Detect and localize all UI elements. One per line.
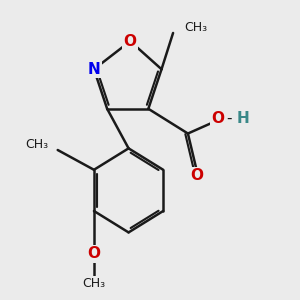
- Text: CH₃: CH₃: [184, 20, 208, 34]
- Text: H: H: [237, 111, 250, 126]
- Text: -: -: [226, 111, 232, 126]
- Text: O: O: [211, 111, 224, 126]
- Text: CH₃: CH₃: [82, 277, 106, 290]
- Text: O: O: [88, 246, 100, 261]
- Text: N: N: [88, 62, 100, 77]
- Text: O: O: [190, 168, 203, 183]
- Text: CH₃: CH₃: [25, 138, 49, 151]
- Text: O: O: [124, 34, 137, 49]
